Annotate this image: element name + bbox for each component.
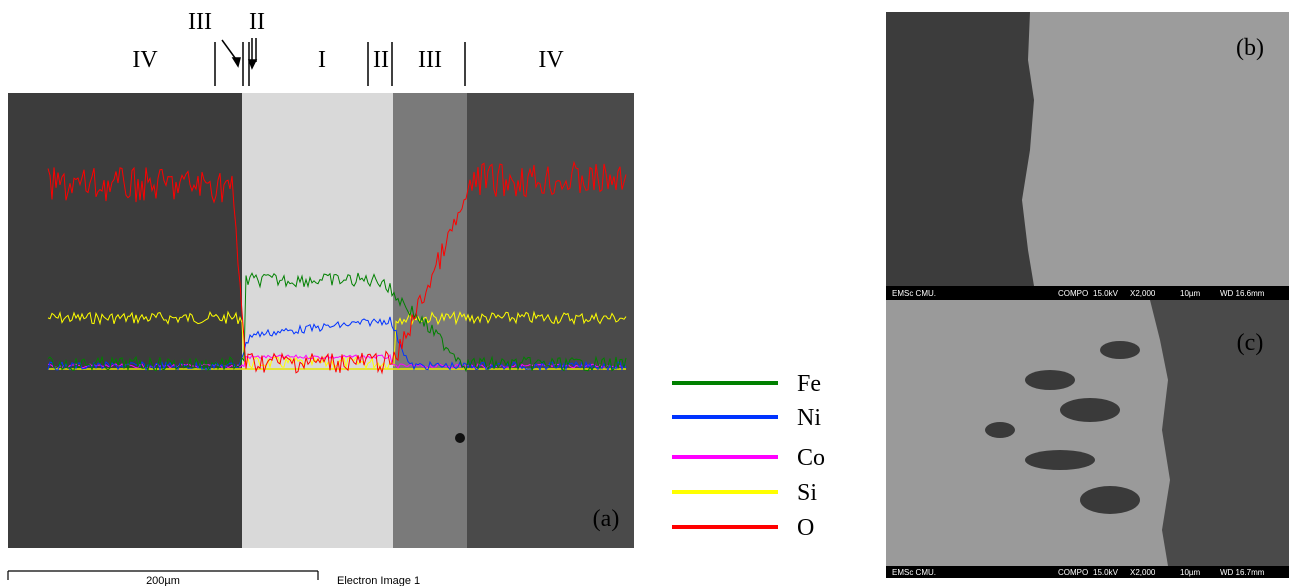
- info-text: 15.0kV: [1093, 568, 1119, 577]
- legend-label: Ni: [797, 405, 821, 431]
- sem-image-a: [8, 93, 634, 548]
- info-text: 15.0kV: [1093, 289, 1119, 298]
- info-text: 10µm: [1180, 289, 1201, 298]
- zone-label: IV: [538, 47, 564, 73]
- info-text: COMPO: [1058, 289, 1088, 298]
- legend-label: O: [797, 515, 814, 541]
- zone-label: IV: [132, 47, 158, 73]
- info-text: X2,000: [1130, 568, 1156, 577]
- legend-label: Co: [797, 445, 825, 471]
- info-text: WD 16.7mm: [1220, 568, 1265, 577]
- zone-label: III: [188, 9, 212, 35]
- sem-image-c: [886, 300, 1289, 578]
- panel-label: (a): [593, 506, 620, 532]
- zone-label: II: [373, 47, 389, 73]
- trace: [47, 316, 627, 372]
- scale-bar: [7, 570, 319, 580]
- line-scans: [47, 160, 627, 375]
- panel-label: (c): [1237, 330, 1264, 356]
- info-text: X2,000: [1130, 289, 1156, 298]
- trace: [47, 160, 627, 375]
- caption: Electron Image 1: [337, 575, 420, 586]
- info-text: EMSc CMU.: [892, 289, 936, 298]
- legend: Fe Ni Co Si O: [672, 371, 825, 541]
- zone-label: III: [418, 47, 442, 73]
- zone-markers: [214, 38, 466, 86]
- legend-label: Si: [797, 480, 817, 506]
- legend-label: Fe: [797, 371, 821, 397]
- info-text: COMPO: [1058, 568, 1088, 577]
- zone-label: II: [249, 9, 265, 35]
- info-text: 10µm: [1180, 568, 1201, 577]
- sem-image-b: [886, 12, 1289, 300]
- info-text: EMSc CMU.: [892, 568, 936, 577]
- info-text: WD 16.6mm: [1220, 289, 1265, 298]
- panel-label: (b): [1236, 35, 1264, 61]
- info-bars: EMSc CMU. COMPO 15.0kV X2,000 10µm WD 16.6mm E…: [892, 289, 1265, 577]
- trace: [47, 272, 627, 373]
- zone-label: I: [318, 47, 326, 73]
- scale-label: 200µm: [146, 575, 180, 586]
